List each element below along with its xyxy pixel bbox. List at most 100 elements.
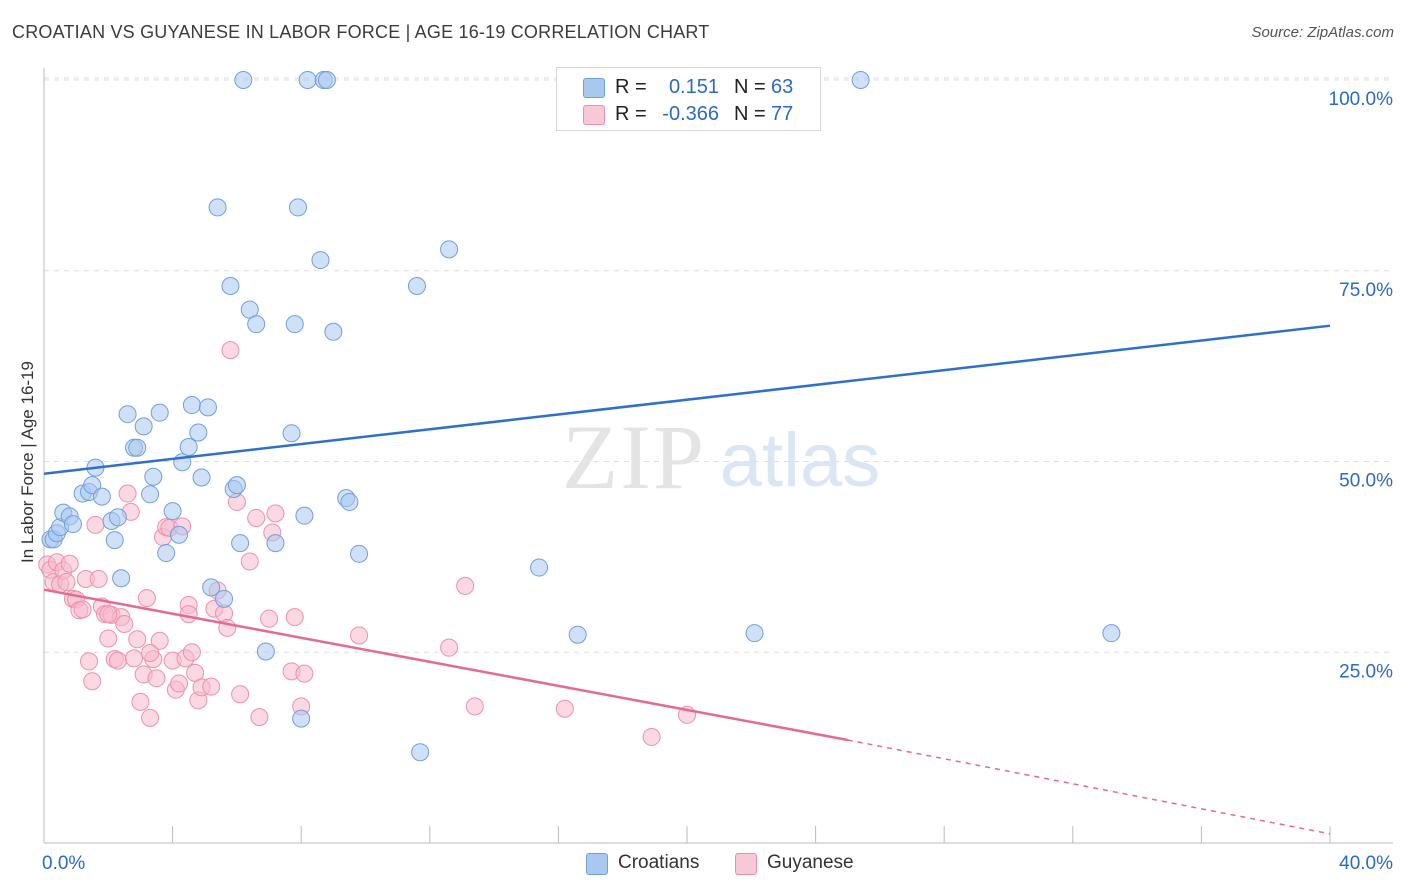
guyanese-point — [89, 570, 108, 589]
y-tick-label: 25.0% — [1339, 661, 1393, 682]
guyanese-point — [179, 605, 198, 624]
guyanese-point — [285, 608, 304, 627]
croatians-point — [92, 487, 111, 506]
guyanese-point — [170, 674, 189, 693]
croatians-point — [198, 398, 217, 417]
croatians-point — [256, 642, 275, 661]
guyanese-legend-swatch — [735, 853, 757, 875]
guyanese-point — [555, 699, 574, 718]
croatians-point — [266, 534, 285, 553]
guyanese-point — [440, 638, 459, 657]
guyanese-point — [260, 609, 279, 628]
r-value: -0.366 — [662, 103, 719, 125]
guyanese-point — [202, 677, 221, 696]
croatians-point — [282, 424, 301, 443]
croatians-point — [118, 405, 137, 424]
guyanese-point — [83, 672, 102, 691]
x-tick-label: 40.0% — [1339, 853, 1393, 874]
croatians-point — [295, 506, 314, 525]
croatians-point — [234, 71, 253, 89]
croatians-point — [157, 544, 176, 563]
croatians-point — [440, 240, 459, 259]
croatians-point — [288, 198, 307, 217]
n-label: N = — [734, 76, 766, 98]
croatians-point — [163, 502, 182, 521]
croatians-point — [227, 476, 246, 495]
guyanese-point — [250, 708, 269, 727]
croatians-point — [745, 624, 764, 643]
guyanese-legend-label: Guyanese — [767, 852, 854, 873]
guyanese-point — [456, 576, 475, 595]
guyanese-point — [231, 685, 250, 704]
r-label: R = — [615, 76, 647, 98]
croatians-point — [189, 423, 208, 442]
croatians-point — [141, 485, 160, 504]
croatians-point — [208, 198, 227, 217]
n-value: 63 — [771, 76, 794, 98]
guyanese-point — [131, 692, 150, 711]
croatians-point — [202, 578, 221, 597]
y-tick-label: 100.0% — [1329, 89, 1394, 110]
croatians-point — [407, 277, 426, 296]
croatians-point — [150, 403, 169, 422]
croatians-point — [134, 417, 153, 436]
croatians-legend-label: Croatians — [618, 852, 700, 873]
croatians-point — [179, 438, 198, 457]
guyanese-trend-line — [43, 588, 848, 742]
x-tick-label: 0.0% — [42, 853, 85, 874]
guyanese-point — [295, 664, 314, 683]
guyanese-point — [147, 669, 166, 688]
guyanese-trend-extension — [847, 739, 1331, 835]
guyanese-point — [86, 515, 105, 534]
croatians-point — [298, 71, 317, 89]
chart-title: CROATIAN VS GUYANESE IN LABOR FORCE | AG… — [12, 22, 710, 42]
guyanese-point — [73, 600, 92, 619]
croatians-point — [231, 534, 250, 553]
croatians-point — [215, 589, 234, 608]
guyanese-point — [80, 652, 99, 671]
guyanese-point — [221, 341, 240, 360]
guyanese-point — [137, 589, 156, 608]
guyanese-point — [642, 727, 661, 746]
n-label: N = — [734, 103, 766, 125]
guyanese-point — [115, 615, 134, 634]
guyanese-point — [99, 605, 118, 624]
croatians-point — [285, 315, 304, 334]
guyanese-point — [108, 651, 127, 670]
watermark-zip: ZIP — [562, 406, 706, 508]
croatians-point — [350, 544, 369, 563]
guyanese-point — [182, 643, 201, 662]
croatians-point — [105, 531, 124, 550]
guyanese-point — [125, 649, 144, 668]
watermark: ZIP atlas — [562, 406, 880, 508]
croatians-legend-swatch — [586, 853, 608, 875]
guyanese-point — [141, 708, 160, 727]
source-label: Source: ZipAtlas.com — [1251, 24, 1394, 41]
croatians-point — [108, 508, 127, 527]
croatians-point — [340, 492, 359, 511]
croatians-point — [411, 743, 430, 762]
croatians-point — [247, 315, 266, 334]
r-label: R = — [615, 103, 647, 125]
croatians-trend-line — [43, 324, 1331, 475]
guyanese-point — [240, 552, 259, 571]
croatians-point — [170, 525, 189, 544]
croatians-point — [112, 569, 131, 588]
y-tick-label: 50.0% — [1339, 471, 1393, 492]
guyanese-swatch — [583, 105, 605, 125]
croatians-point — [63, 515, 82, 534]
croatians-point — [292, 709, 311, 728]
guyanese-point — [128, 630, 147, 649]
croatians-point — [128, 438, 147, 457]
guyanese-point — [266, 504, 285, 523]
watermark-atlas: atlas — [720, 418, 881, 503]
guyanese-point — [150, 631, 169, 650]
guyanese-point — [247, 508, 266, 527]
guyanese-point — [141, 644, 160, 663]
guyanese-point — [57, 573, 76, 592]
guyanese-point — [465, 697, 484, 716]
croatians-swatch — [583, 78, 605, 98]
stats-legend: R = 0.151 N = 63 R = -0.366 N = 77 — [556, 67, 821, 131]
croatians-point — [317, 71, 336, 89]
